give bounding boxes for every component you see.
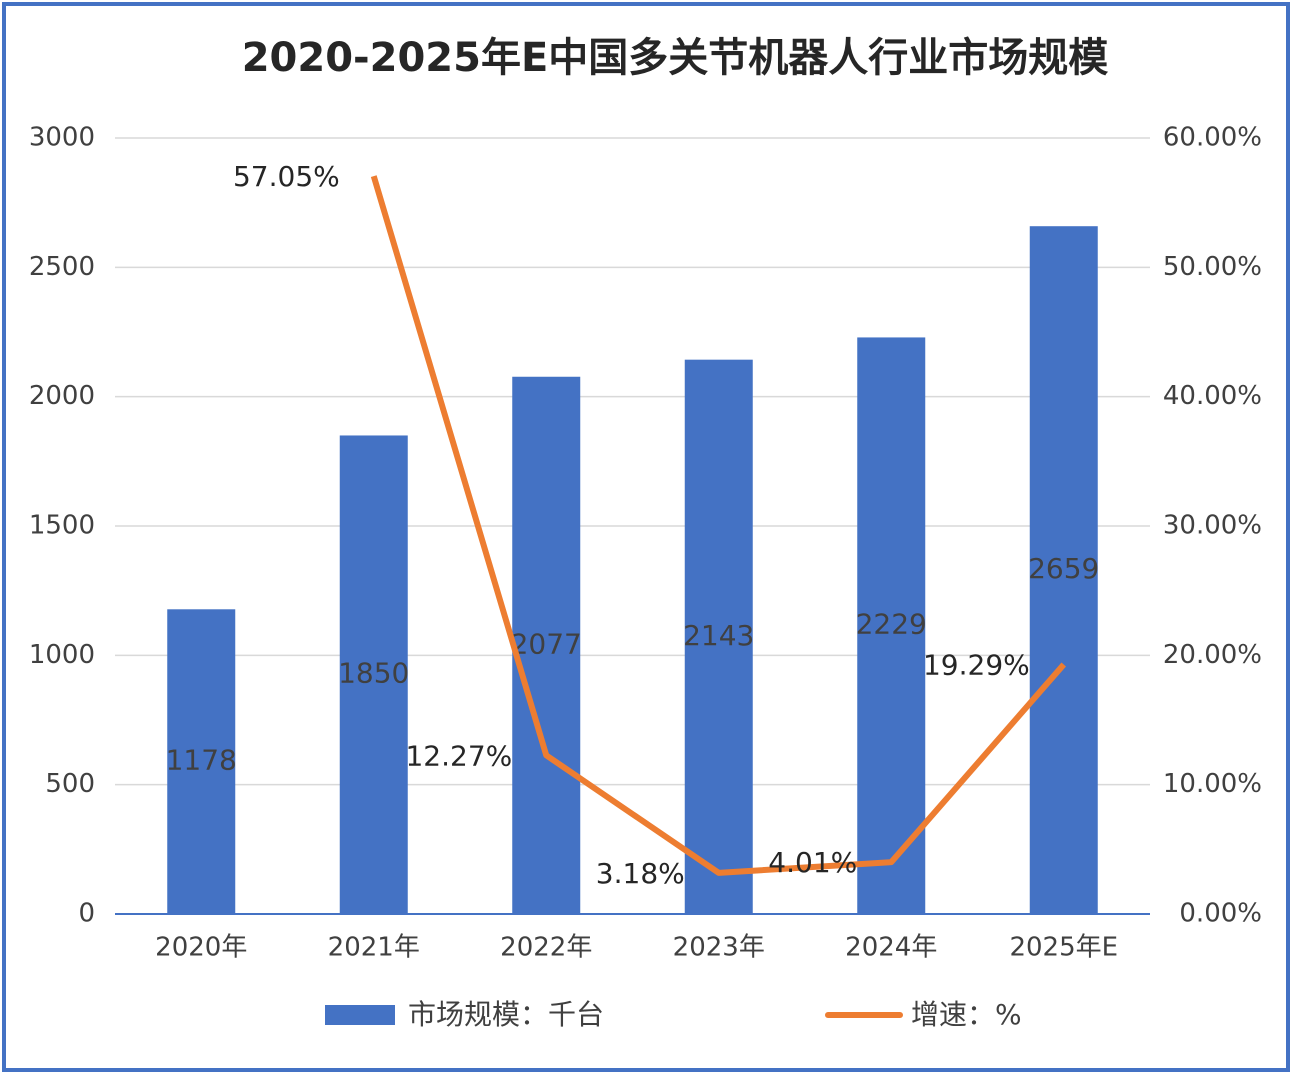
data-label: 4.01%	[768, 846, 857, 879]
legend-label: 增速：%	[911, 998, 1022, 1031]
bar	[339, 435, 408, 914]
data-label: 1850	[338, 657, 409, 690]
y2-tick-label: 20.00%	[1163, 640, 1262, 670]
data-label: 2143	[683, 619, 754, 652]
bar	[857, 337, 926, 914]
x-tick-label: 2022年	[500, 933, 592, 963]
y-tick-label: 1000	[29, 640, 95, 670]
x-tick-label: 2020年	[155, 933, 247, 963]
bar	[512, 376, 581, 914]
y2-tick-label: 40.00%	[1163, 381, 1262, 411]
y2-tick-label: 10.00%	[1163, 769, 1262, 799]
y-tick-label: 1500	[29, 511, 95, 541]
data-label: 2659	[1028, 552, 1099, 585]
y2-tick-label: 50.00%	[1163, 252, 1262, 282]
data-label: 19.29%	[923, 649, 1030, 682]
x-tick-label: 2025年E	[1009, 933, 1118, 963]
chart-title: 2020-2025年E中国多关节机器人行业市场规模	[242, 35, 1109, 81]
x-tick-label: 2023年	[673, 933, 765, 963]
data-label: 2077	[511, 627, 582, 660]
x-tick-label: 2021年	[328, 933, 420, 963]
y2-tick-label: 60.00%	[1163, 123, 1262, 153]
data-label: 12.27%	[405, 739, 512, 772]
data-label: 3.18%	[596, 857, 685, 890]
y2-tick-label: 0.00%	[1179, 899, 1262, 929]
legend-swatch	[325, 1005, 395, 1025]
data-label: 1178	[166, 744, 237, 777]
bar	[684, 359, 753, 914]
bar	[167, 609, 236, 914]
data-label: 2229	[856, 608, 927, 641]
x-tick-label: 2024年	[845, 933, 937, 963]
y-tick-label: 3000	[29, 123, 95, 153]
y-tick-label: 500	[45, 769, 95, 799]
line	[370, 175, 1067, 876]
y2-tick-label: 30.00%	[1163, 511, 1262, 541]
y-tick-label: 2500	[29, 252, 95, 282]
bar	[1029, 226, 1098, 915]
legend-label: 市场规模：千台	[408, 998, 604, 1031]
y-tick-label: 2000	[29, 381, 95, 411]
y-tick-label: 0	[78, 899, 95, 929]
data-label: 57.05%	[233, 160, 340, 193]
